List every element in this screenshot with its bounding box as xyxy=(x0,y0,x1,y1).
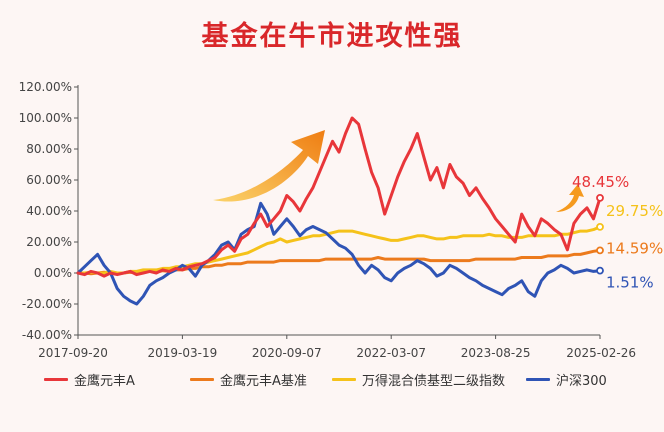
end-value-label-csi300: 1.51% xyxy=(606,274,654,292)
legend-label-bond-index: 万得混合债基型二级指数 xyxy=(362,374,506,389)
end-point-bond_index xyxy=(596,222,604,231)
x-tick-label: 2022-03-07 xyxy=(356,346,426,360)
chart-legend: 金鹰元丰A 金鹰元丰A基准 万得混合债基型二级指数 沪深300 xyxy=(0,370,664,400)
series-line-csi300 xyxy=(76,201,602,306)
x-tick-label: 2023-08-25 xyxy=(461,346,531,360)
legend-swatch-csi300 xyxy=(526,378,550,381)
small-up-arrow-icon xyxy=(556,184,584,212)
legend-swatch-fund xyxy=(44,378,68,381)
big-up-arrow-icon xyxy=(213,130,325,202)
chart-title: 基金在牛市进攻性强 xyxy=(201,21,463,52)
end-value-label-fund: 48.45% xyxy=(572,173,629,191)
x-tick-label: 2019-03-19 xyxy=(148,346,218,360)
y-tick-label: 60.00% xyxy=(26,173,72,187)
end-point-fund xyxy=(596,194,604,202)
y-tick-label: 40.00% xyxy=(26,204,72,218)
legend-label-fund: 金鹰元丰A xyxy=(74,374,135,389)
series-line-bond_index xyxy=(76,225,602,275)
x-tick-label: 2025-02-26 xyxy=(566,346,636,360)
end-value-label-bond_index: 29.75% xyxy=(606,202,663,220)
legend-label-csi300: 沪深300 xyxy=(556,374,607,389)
x-tick-label: 2017-09-20 xyxy=(38,346,108,360)
y-tick-label: -20.00% xyxy=(22,297,72,311)
y-tick-label: 100.00% xyxy=(19,111,72,125)
y-tick-label: 20.00% xyxy=(26,235,72,249)
end-value-label-benchmark: 14.59% xyxy=(606,239,663,257)
y-tick-label: 80.00% xyxy=(26,142,72,156)
end-point-benchmark xyxy=(596,246,604,255)
legend-item-fund: 金鹰元丰A xyxy=(44,370,135,389)
legend-swatch-bond-index xyxy=(332,378,356,381)
legend-item-csi300: 沪深300 xyxy=(526,370,607,389)
legend-label-benchmark: 金鹰元丰A基准 xyxy=(220,374,307,389)
legend-item-bond-index: 万得混合债基型二级指数 xyxy=(332,370,505,389)
y-tick-label: -40.00% xyxy=(22,328,72,342)
series-line-fund xyxy=(76,116,602,278)
x-tick-label: 2020-09-07 xyxy=(252,346,322,360)
end-point-csi300 xyxy=(596,266,604,275)
legend-item-benchmark: 金鹰元丰A基准 xyxy=(190,370,307,389)
y-tick-label: 120.00% xyxy=(19,80,72,94)
y-tick-label: 0.00% xyxy=(34,266,72,280)
legend-swatch-benchmark xyxy=(190,378,214,381)
